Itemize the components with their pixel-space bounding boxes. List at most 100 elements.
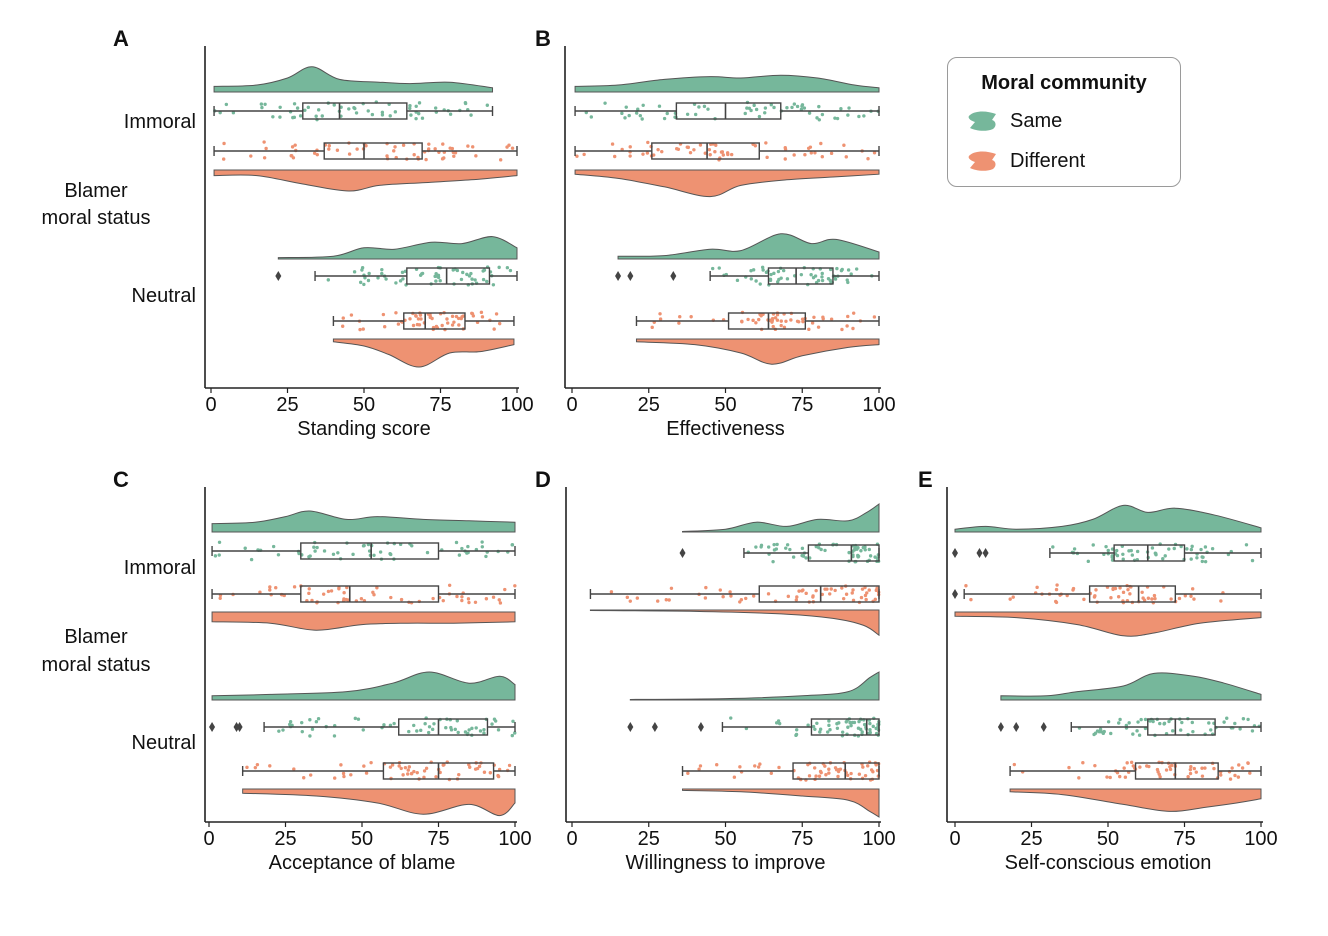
- data-point: [790, 105, 794, 110]
- data-point: [757, 317, 761, 322]
- data-point: [840, 586, 844, 590]
- data-point: [754, 107, 759, 112]
- data-point: [1131, 732, 1135, 736]
- data-point: [341, 316, 345, 320]
- data-point: [508, 268, 513, 273]
- data-point: [1189, 765, 1193, 769]
- data-point: [846, 268, 851, 272]
- data-point: [846, 314, 850, 319]
- data-point: [761, 268, 765, 272]
- data-point: [758, 762, 762, 766]
- data-point: [823, 587, 827, 591]
- outlier-point: [627, 271, 634, 281]
- data-point: [359, 597, 364, 601]
- data-point: [791, 555, 796, 559]
- data-point: [729, 152, 734, 157]
- data-point: [1163, 554, 1167, 558]
- data-point: [664, 598, 668, 602]
- data-point: [820, 155, 825, 159]
- legend: Moral community Same Different: [947, 57, 1181, 187]
- outlier-point: [651, 722, 658, 732]
- data-point: [356, 717, 361, 721]
- data-point: [689, 315, 693, 319]
- data-point: [326, 589, 331, 594]
- x-tick-label: 100: [500, 394, 533, 416]
- data-point: [450, 146, 455, 151]
- data-point: [313, 549, 317, 553]
- data-point: [470, 277, 474, 281]
- data-point: [510, 146, 515, 150]
- data-point: [851, 598, 856, 602]
- data-point: [224, 102, 229, 107]
- data-point: [1065, 593, 1069, 598]
- data-point: [460, 546, 464, 551]
- iqr-box: [758, 585, 880, 603]
- data-point: [851, 326, 855, 331]
- density-cloud: [682, 503, 880, 533]
- data-point: [1135, 549, 1140, 554]
- data-point: [850, 591, 854, 595]
- data-point: [470, 726, 474, 731]
- data-point: [1128, 592, 1132, 596]
- data-point: [390, 763, 395, 767]
- data-point: [1051, 545, 1055, 549]
- data-point: [859, 595, 864, 600]
- data-point: [490, 722, 494, 726]
- data-point: [754, 321, 758, 325]
- data-point: [814, 588, 818, 593]
- data-point: [460, 595, 464, 599]
- series-different-neutral: [635, 310, 880, 365]
- data-point: [461, 314, 466, 318]
- data-point: [837, 721, 841, 725]
- data-point: [358, 327, 362, 332]
- data-point: [463, 101, 468, 106]
- data-point: [818, 727, 823, 731]
- data-point: [414, 314, 418, 318]
- iqr-box: [807, 544, 880, 562]
- data-point: [828, 728, 832, 732]
- data-point: [277, 729, 281, 733]
- data-point: [840, 327, 844, 332]
- data-point: [497, 321, 502, 326]
- data-point: [292, 767, 296, 771]
- data-point: [850, 720, 855, 725]
- data-point: [271, 115, 275, 119]
- data-point: [677, 321, 681, 325]
- iqr-box: [651, 142, 760, 160]
- data-point: [800, 104, 804, 108]
- data-point: [393, 110, 398, 114]
- outlier-point: [1013, 722, 1020, 732]
- data-point: [753, 764, 757, 768]
- data-point: [769, 771, 774, 775]
- iqr-box: [727, 312, 807, 330]
- data-point: [797, 589, 801, 593]
- data-point: [719, 150, 724, 154]
- data-point: [370, 112, 375, 117]
- data-point: [217, 540, 222, 544]
- x-tick-label: 50: [714, 828, 736, 850]
- data-point: [1191, 729, 1195, 734]
- data-point: [291, 115, 295, 120]
- density-cloud: [213, 66, 494, 93]
- data-point: [657, 104, 662, 108]
- data-point: [347, 152, 352, 156]
- data-point: [1092, 595, 1097, 599]
- data-point: [414, 104, 418, 109]
- data-point: [667, 598, 671, 602]
- data-point: [392, 721, 396, 726]
- data-point: [360, 266, 365, 270]
- data-point: [875, 556, 880, 560]
- data-point: [431, 596, 435, 601]
- data-point: [446, 321, 450, 325]
- data-point: [1127, 721, 1131, 725]
- data-point: [833, 116, 837, 120]
- data-point: [511, 719, 515, 723]
- data-point: [1093, 731, 1098, 735]
- data-point: [799, 272, 804, 277]
- x-tick-label: 25: [274, 828, 296, 850]
- density-cloud: [617, 233, 880, 260]
- data-point: [480, 540, 484, 544]
- data-point: [467, 762, 471, 767]
- data-point: [297, 551, 301, 556]
- data-point: [434, 271, 438, 276]
